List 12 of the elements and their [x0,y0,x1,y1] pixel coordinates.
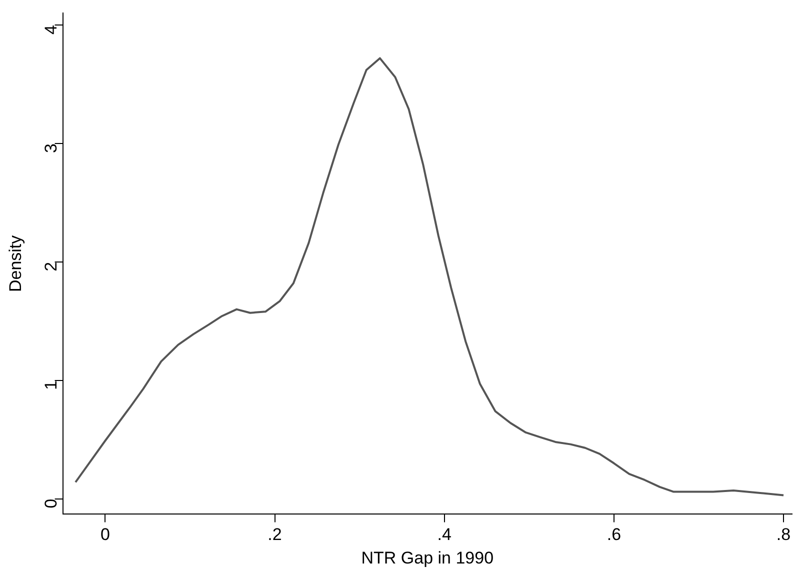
y-tick-label: 3 [41,143,60,153]
x-tick-label: .2 [268,525,282,544]
y-tick-label: 0 [41,498,60,508]
y-tick-label: 1 [41,380,60,390]
x-tick-label: 0 [100,525,110,544]
y-tick-label: 4 [41,25,60,35]
x-tick-label: .6 [606,525,622,544]
y-axis-title: Density [6,234,25,292]
x-tick-label: .8 [776,525,791,544]
x-axis-title: NTR Gap in 1990 [361,548,494,568]
x-tick-label: .4 [437,525,452,544]
y-tick-label: 2 [41,262,60,272]
